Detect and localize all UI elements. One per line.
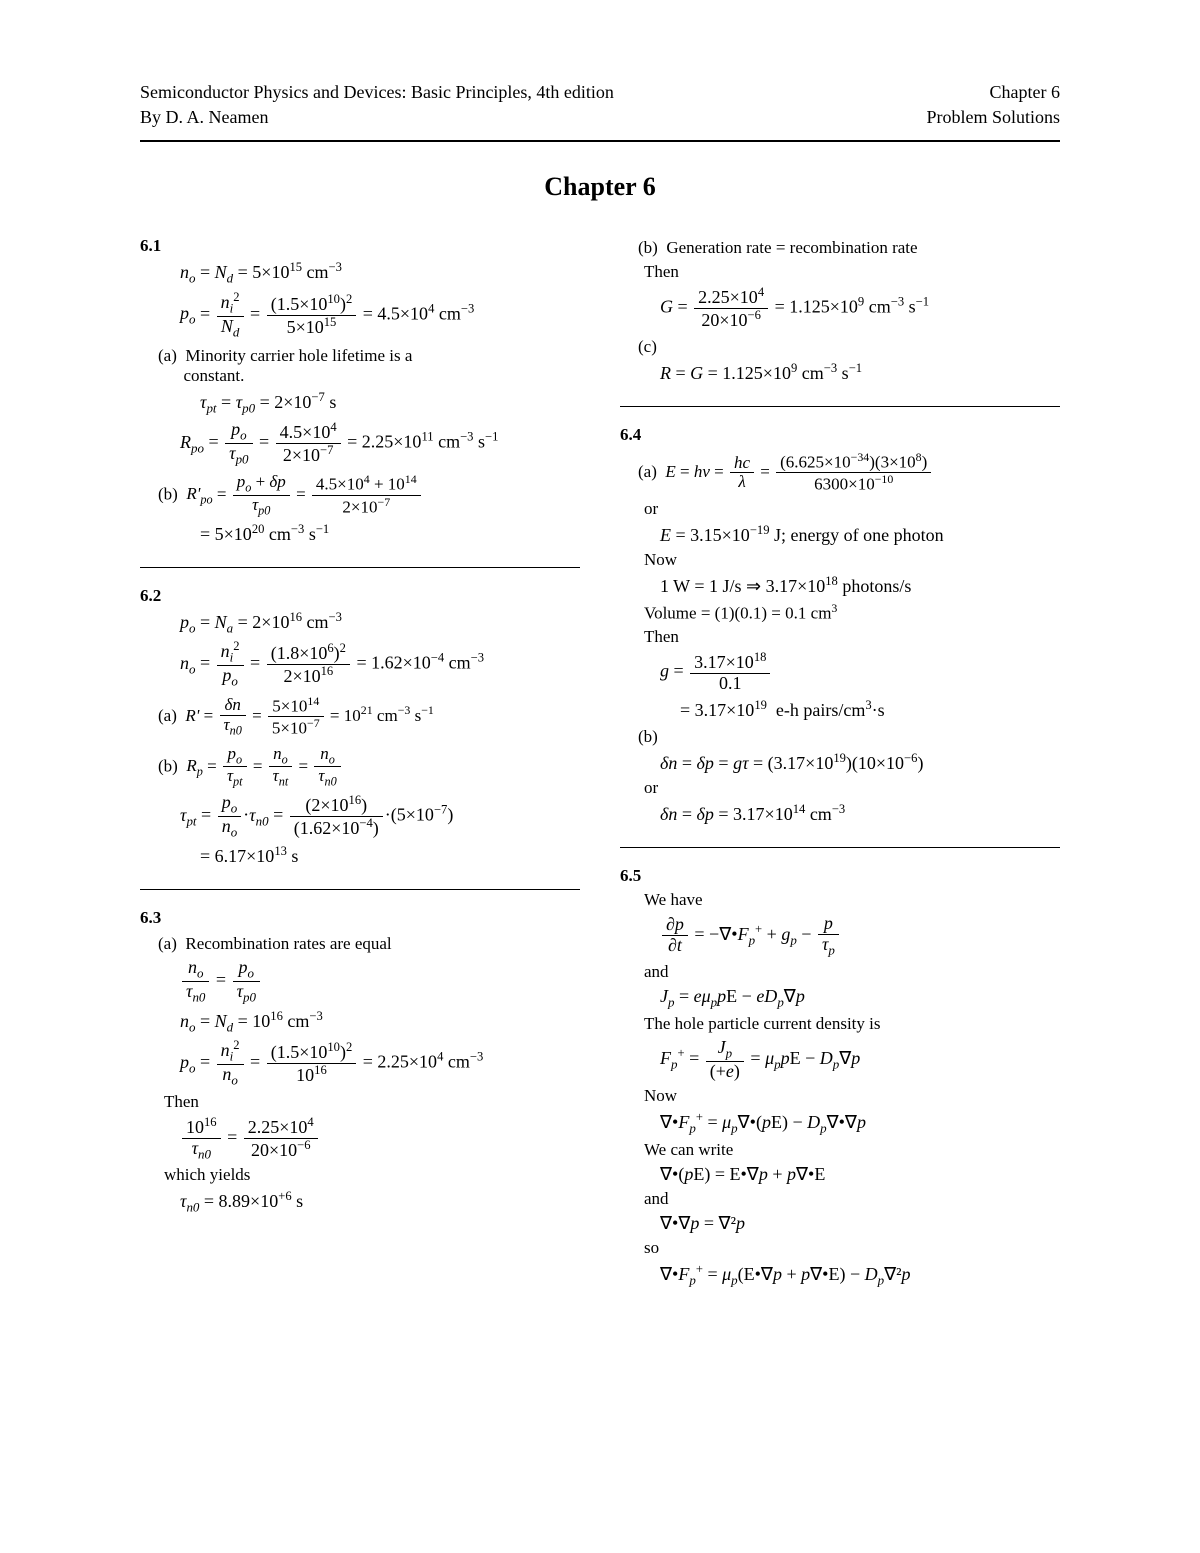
problem-divider bbox=[140, 567, 580, 568]
text-line: Volume = (1)(0.1) = 0.1 cm3 bbox=[644, 601, 1060, 624]
text-line: or bbox=[644, 778, 1060, 798]
equation-line: E = 3.15×10−19 J; energy of one photon bbox=[660, 523, 1060, 546]
equation-line: no = ni2po = (1.8×106)22×1016 = 1.62×10−… bbox=[180, 640, 580, 689]
equation-line: no = Nd = 1016 cm−3 bbox=[180, 1009, 580, 1036]
text-line: Then bbox=[644, 627, 1060, 647]
text-line: Now bbox=[644, 1086, 1060, 1106]
problem-number: 6.4 bbox=[620, 425, 1060, 445]
left-column: 6.1 no = Nd = 5×1015 cm−3 po = ni2Nd = (… bbox=[140, 232, 580, 1311]
problem-6-1: 6.1 no = Nd = 5×1015 cm−3 po = ni2Nd = (… bbox=[140, 236, 580, 544]
equation-line: = 5×1020 cm−3 s−1 bbox=[200, 522, 580, 545]
text-line: or bbox=[644, 499, 1060, 519]
equation-line: Fp+ = Jp(+e) = μppE − Dp∇p bbox=[660, 1038, 1060, 1082]
equation-line: g = 3.17×10180.1 bbox=[660, 651, 1060, 694]
section-label: Problem Solutions bbox=[926, 105, 1060, 130]
equation-line: G = 2.25×10420×10−6 = 1.125×109 cm−3 s−1 bbox=[660, 286, 1060, 331]
equation-line: δn = δp = gτ = (3.17×1019)(10×10−6) bbox=[660, 751, 1060, 774]
two-column-body: 6.1 no = Nd = 5×1015 cm−3 po = ni2Nd = (… bbox=[140, 232, 1060, 1311]
text-line: Then bbox=[164, 1092, 580, 1112]
equation-line: ∇•Fp+ = μp(E•∇p + p∇•E) − Dp∇²p bbox=[660, 1262, 1060, 1289]
text-line: and bbox=[644, 962, 1060, 982]
equation-line: = 3.17×1019 e-h pairs/cm3·s bbox=[680, 698, 1060, 721]
equation-line: po = ni2no = (1.5×1010)21016 = 2.25×104 … bbox=[180, 1039, 580, 1088]
problem-6-2: 6.2 po = Na = 2×1016 cm−3 no = ni2po = (… bbox=[140, 586, 580, 867]
equation-line: Rpo = poτp0 = 4.5×1042×10−7 = 2.25×1011 … bbox=[180, 420, 580, 467]
equation-line: no = Nd = 5×1015 cm−3 bbox=[180, 260, 580, 287]
book-title: Semiconductor Physics and Devices: Basic… bbox=[140, 80, 614, 105]
text-line: and bbox=[644, 1189, 1060, 1209]
subpart-a: (a) R' = δnτn0 = 5×10145×10−7 = 1021 cm−… bbox=[158, 695, 580, 739]
header-right: Chapter 6 Problem Solutions bbox=[926, 80, 1060, 130]
equation-line: ∇•Fp+ = μp∇•(pE) − Dp∇•∇p bbox=[660, 1110, 1060, 1137]
subpart-b: (b) Rp = poτpt = noτnt = noτn0 bbox=[158, 745, 580, 790]
subpart-b: (b) R'po = po + δpτp0 = 4.5×104 + 10142×… bbox=[158, 473, 580, 518]
problem-6-3: 6.3 (a) Recombination rates are equal no… bbox=[140, 908, 580, 1216]
equation-line: τpt = τp0 = 2×10−7 s bbox=[200, 390, 580, 417]
equation-line: noτn0 = poτp0 bbox=[180, 958, 580, 1005]
text-line: We can write bbox=[644, 1140, 1060, 1160]
problem-divider bbox=[620, 847, 1060, 848]
document-page: Semiconductor Physics and Devices: Basic… bbox=[0, 0, 1200, 1371]
equation-line: τn0 = 8.89×10+6 s bbox=[180, 1189, 580, 1216]
author-line: By D. A. Neamen bbox=[140, 105, 614, 130]
problem-divider bbox=[620, 406, 1060, 407]
text-line: Then bbox=[644, 262, 1060, 282]
problem-6-5: 6.5 We have ∂p∂t = −∇•Fp+ + gp − pτp and… bbox=[620, 866, 1060, 1289]
text-line: The hole particle current density is bbox=[644, 1014, 1060, 1034]
equation-line: 1016τn0 = 2.25×10420×10−6 bbox=[180, 1116, 580, 1162]
equation-line: ∇•∇p = ∇²p bbox=[660, 1213, 1060, 1234]
equation-line: R = G = 1.125×109 cm−3 s−1 bbox=[660, 361, 1060, 384]
equation-line: ∂p∂t = −∇•Fp+ + gp − pτp bbox=[660, 914, 1060, 958]
equation-line: po = Na = 2×1016 cm−3 bbox=[180, 610, 580, 637]
problem-divider bbox=[140, 889, 580, 890]
text-line: which yields bbox=[164, 1165, 580, 1185]
equation-line: τpt = pono·τn0 = (2×1016)(1.62×10−4)·(5×… bbox=[180, 793, 580, 840]
subpart-a: (a) E = hν = hcλ = (6.625×10−34)(3×108)6… bbox=[638, 451, 1060, 495]
right-column: (b) Generation rate = recombination rate… bbox=[620, 232, 1060, 1311]
problem-6-3-continued: (b) Generation rate = recombination rate… bbox=[620, 238, 1060, 384]
equation-line: 1 W = 1 J/s ⇒ 3.17×1018 photons/s bbox=[660, 574, 1060, 597]
text-line: We have bbox=[644, 890, 1060, 910]
text-line: so bbox=[644, 1238, 1060, 1258]
equation-line: δn = δp = 3.17×1014 cm−3 bbox=[660, 802, 1060, 825]
page-header: Semiconductor Physics and Devices: Basic… bbox=[140, 80, 1060, 142]
subpart-b: (b) bbox=[638, 727, 1060, 747]
equation-line: Jp = eμppE − eDp∇p bbox=[660, 986, 1060, 1011]
subpart-c: (c) bbox=[638, 337, 1060, 357]
equation-line: = 6.17×1013 s bbox=[200, 844, 580, 867]
problem-6-4: 6.4 (a) E = hν = hcλ = (6.625×10−34)(3×1… bbox=[620, 425, 1060, 825]
chapter-label: Chapter 6 bbox=[926, 80, 1060, 105]
chapter-title: Chapter 6 bbox=[140, 172, 1060, 202]
problem-number: 6.1 bbox=[140, 236, 580, 256]
subpart-b: (b) Generation rate = recombination rate bbox=[638, 238, 1060, 258]
subpart-a: (a) Minority carrier hole lifetime is a … bbox=[158, 346, 580, 386]
equation-line: ∇•(pE) = E•∇p + p∇•E bbox=[660, 1164, 1060, 1185]
subpart-a: (a) Recombination rates are equal bbox=[158, 934, 580, 954]
header-left: Semiconductor Physics and Devices: Basic… bbox=[140, 80, 614, 130]
problem-number: 6.5 bbox=[620, 866, 1060, 886]
problem-number: 6.2 bbox=[140, 586, 580, 606]
problem-number: 6.3 bbox=[140, 908, 580, 928]
text-line: Now bbox=[644, 550, 1060, 570]
equation-line: po = ni2Nd = (1.5×1010)25×1015 = 4.5×104… bbox=[180, 291, 580, 340]
